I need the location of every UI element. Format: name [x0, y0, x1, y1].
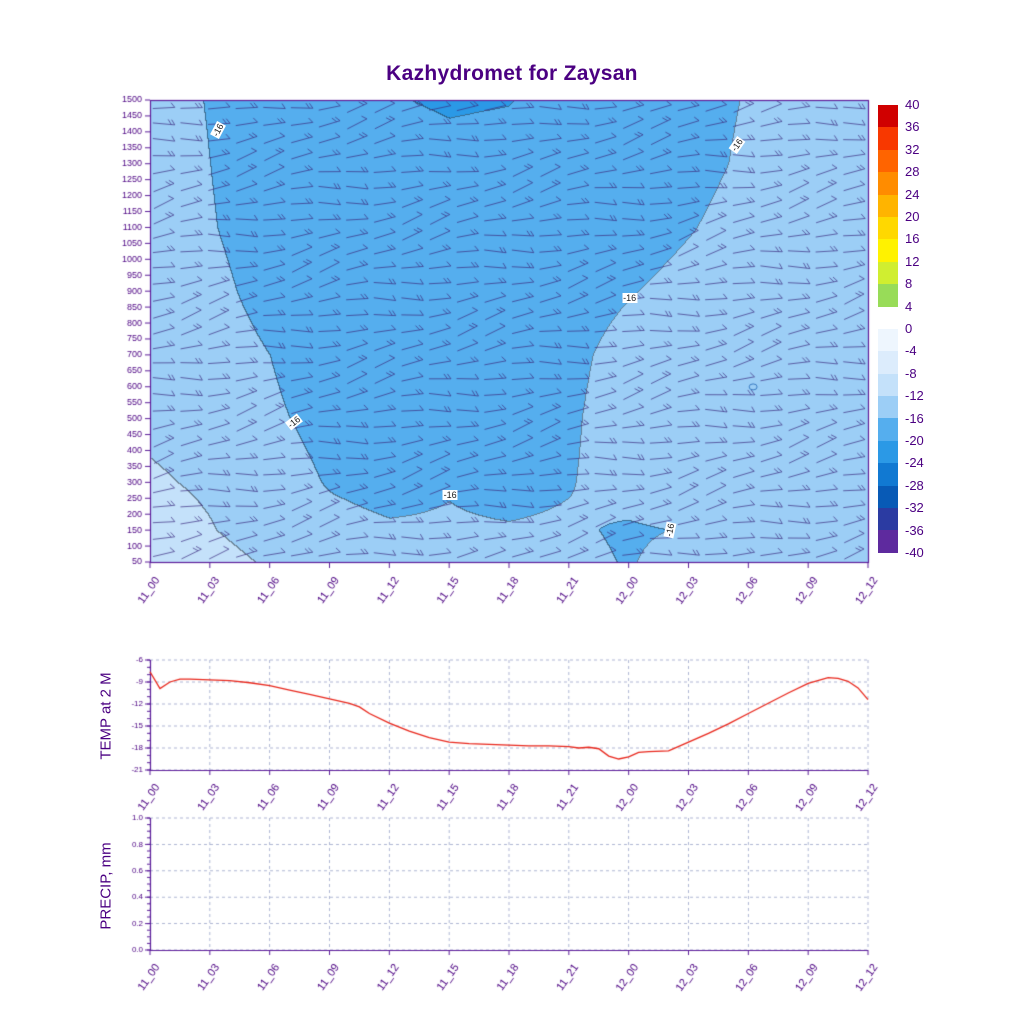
colorbar-segment [878, 530, 898, 553]
colorbar-label: 28 [905, 164, 920, 180]
colorbar-label: -16 [905, 410, 924, 426]
colorbar-label: 16 [905, 231, 920, 247]
colorbar-segment [878, 418, 898, 441]
colorbar-segment [878, 306, 898, 329]
colorbar-segment [878, 284, 898, 307]
colorbar-segment [878, 440, 898, 464]
colorbar-segment [878, 485, 898, 509]
colorbar-label: 4 [905, 298, 913, 314]
colorbar-label: 12 [905, 253, 920, 269]
colorbar-label: 8 [905, 276, 913, 292]
colorbar-segment [878, 261, 898, 285]
colorbar-label: -28 [905, 477, 924, 493]
colorbar-label: -20 [905, 433, 924, 448]
colorbar-segment [878, 127, 898, 150]
colorbar-segment [878, 105, 898, 128]
colorbar-label: -24 [905, 455, 924, 471]
colorbar-segment [878, 239, 898, 262]
colorbar-label: -40 [905, 545, 924, 560]
colorbar-segment [878, 508, 898, 531]
colorbar-segment [878, 216, 898, 240]
colorbar-segment [878, 351, 898, 374]
colorbar-label: 40 [905, 97, 920, 112]
colorbar-label: 24 [905, 186, 920, 202]
colorbar-segment [878, 463, 898, 486]
temp-axis-title: TEMP at 2 M [97, 672, 115, 760]
page-title: Kazhydromet for Zaysan [386, 62, 638, 85]
colorbar-segment [878, 194, 898, 217]
colorbar-label: -8 [905, 365, 917, 381]
colorbar-label: 36 [905, 119, 920, 135]
colorbar-label: -4 [905, 343, 917, 359]
precip-axis-title: PRECIP, mm [97, 842, 115, 930]
colorbar-segment [878, 328, 898, 352]
colorbar-segment [878, 396, 898, 419]
colorbar-label: 0 [905, 321, 913, 336]
colorbar: 40 36 32 28 24 20 16 12 8 4 0 -4 -8 -12 -16 -20 -24 -28 -3… [878, 98, 924, 560]
colorbar-label: 20 [905, 209, 920, 224]
colorbar-label: -32 [905, 500, 924, 516]
colorbar-segment [878, 172, 898, 195]
colorbar-segment [878, 149, 898, 173]
colorbar-label: 32 [905, 141, 920, 157]
colorbar-label: -12 [905, 388, 924, 404]
colorbar-label: -36 [905, 522, 924, 538]
colorbar-segment [878, 373, 898, 397]
